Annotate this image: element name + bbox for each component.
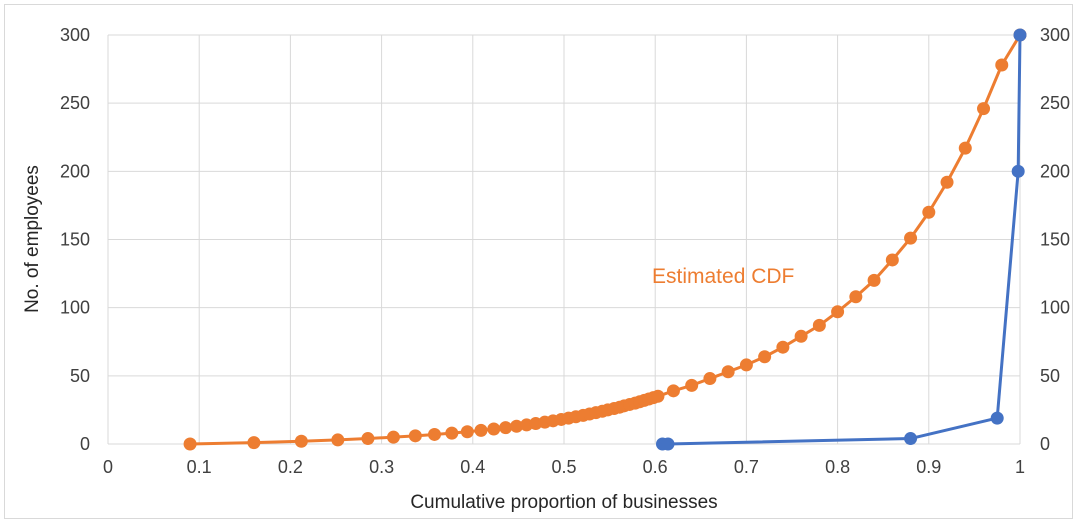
y-tick-label: 50	[70, 366, 90, 386]
data-point	[739, 358, 753, 372]
data-point	[904, 231, 918, 245]
data-point	[460, 425, 474, 439]
x-tick-label: 0.5	[551, 457, 576, 477]
data-point	[661, 437, 675, 451]
data-point	[499, 421, 513, 435]
series-observed	[655, 28, 1027, 451]
data-point	[977, 102, 991, 116]
data-point	[474, 423, 488, 437]
y-axis-ticks: 0 50 100 150 200 250 300	[60, 25, 90, 454]
data-point	[685, 378, 699, 392]
grid-lines	[107, 34, 1021, 445]
data-point	[510, 419, 524, 433]
data-point	[922, 205, 936, 219]
data-point	[831, 305, 845, 319]
data-point	[885, 253, 899, 267]
data-point	[361, 432, 375, 446]
data-point	[1011, 164, 1025, 178]
data-point	[294, 434, 308, 448]
data-point	[904, 432, 918, 446]
data-point	[849, 290, 863, 304]
y-axis-title: No. of employees	[22, 165, 43, 313]
data-point	[940, 175, 954, 189]
data-point	[721, 365, 735, 379]
x-tick-label: 0	[103, 457, 113, 477]
y2-tick-label: 0	[1040, 434, 1050, 454]
y-tick-label: 250	[60, 93, 90, 113]
data-point	[867, 273, 881, 287]
data-point	[958, 141, 972, 155]
data-point	[776, 340, 790, 354]
x-axis-title: Cumulative proportion of businesses	[410, 492, 717, 513]
data-point	[990, 411, 1004, 425]
data-point	[995, 58, 1009, 72]
x-tick-label: 0.2	[278, 457, 303, 477]
series-layer	[183, 28, 1027, 451]
data-point	[666, 384, 680, 398]
data-point	[487, 422, 501, 436]
data-point	[183, 437, 197, 451]
data-point	[651, 389, 665, 403]
y2-axis-ticks: 0 50 100 150 200 250 300	[1040, 25, 1070, 454]
y2-tick-label: 300	[1040, 25, 1070, 45]
data-point	[427, 427, 441, 441]
x-tick-label: 1	[1015, 457, 1025, 477]
y2-tick-label: 250	[1040, 93, 1070, 113]
x-axis-ticks: 0 0.1 0.2 0.3 0.4 0.5 0.6 0.7 0.8 0.9 1	[103, 457, 1025, 477]
estimated-cdf-annotation: Estimated CDF	[652, 265, 794, 288]
x-tick-label: 0.9	[916, 457, 941, 477]
y-tick-label: 300	[60, 25, 90, 45]
x-tick-label: 0.8	[825, 457, 850, 477]
data-point	[758, 350, 772, 364]
data-point	[812, 318, 826, 332]
y-tick-label: 150	[60, 230, 90, 250]
y2-tick-label: 200	[1040, 161, 1070, 181]
data-point	[331, 433, 345, 447]
x-tick-label: 0.3	[369, 457, 394, 477]
data-point	[703, 372, 717, 386]
y2-tick-label: 150	[1040, 230, 1070, 250]
x-tick-label: 0.6	[643, 457, 668, 477]
x-tick-label: 0.4	[460, 457, 485, 477]
data-point	[794, 329, 808, 343]
x-tick-label: 0.7	[734, 457, 759, 477]
data-point	[445, 426, 459, 440]
data-point	[1013, 28, 1027, 42]
x-tick-label: 0.1	[187, 457, 212, 477]
data-point	[247, 436, 261, 450]
y2-tick-label: 50	[1040, 366, 1060, 386]
data-point	[386, 430, 400, 444]
series-estimated-cdf	[183, 28, 1027, 451]
y-tick-label: 200	[60, 161, 90, 181]
data-point	[408, 429, 422, 443]
y-tick-label: 100	[60, 298, 90, 318]
y-tick-label: 0	[80, 434, 90, 454]
y2-tick-label: 100	[1040, 298, 1070, 318]
